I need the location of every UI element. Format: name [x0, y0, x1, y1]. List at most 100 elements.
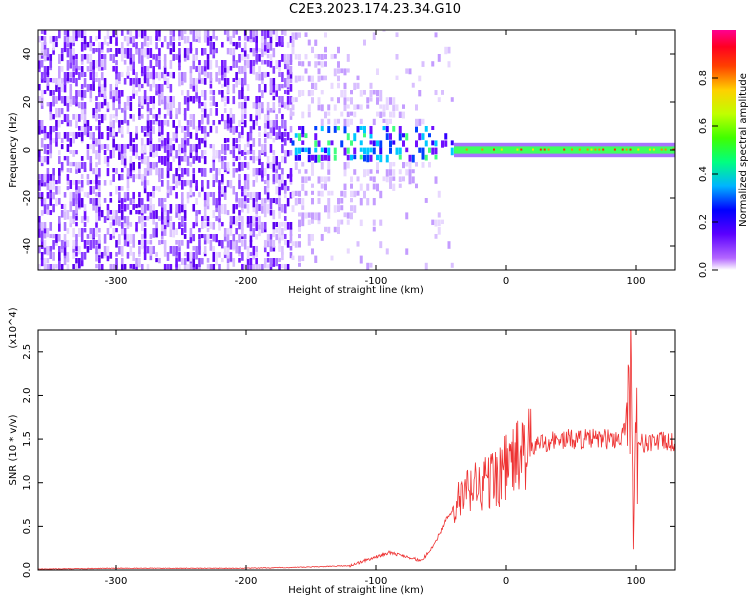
spectrogram-cell: [301, 111, 305, 119]
spectrogram-cell: [291, 111, 295, 116]
spectrogram-cell: [232, 186, 236, 195]
spectrogram-cell: [46, 150, 50, 155]
spectrogram-cell: [72, 48, 75, 56]
spectrogram-cell: [261, 78, 264, 85]
spectrogram-cell: [359, 90, 363, 97]
spectrogram-cell: [272, 66, 276, 74]
spectrogram-cell: [143, 126, 147, 131]
spectrogram-cell: [129, 222, 133, 227]
spectrogram-cell: [183, 138, 187, 145]
spectrogram-cell: [246, 222, 250, 228]
spectrogram-cell: [343, 183, 347, 191]
spectrogram-cell: [263, 150, 267, 157]
spectrogram-cell: [209, 126, 213, 133]
spectrogram-cell: [92, 42, 95, 47]
spectrogram-cell: [118, 192, 121, 201]
spectrogram-cell: [120, 252, 124, 257]
spectrogram-cell: [183, 264, 187, 270]
spectrogram-cell: [209, 102, 213, 107]
spectrogram-cell: [89, 132, 93, 140]
spectrogram-cell: [376, 183, 379, 192]
spectrogram-cell: [80, 90, 84, 98]
spectrogram-cell: [289, 150, 293, 156]
spectrogram-cell: [269, 210, 273, 216]
spectrogram-cell: [63, 192, 67, 198]
spectrogram-cell: [366, 183, 370, 191]
spectrogram-cell: [289, 54, 293, 63]
spectrogram-cell: [92, 60, 95, 70]
spectrogram-cell: [402, 176, 405, 182]
spectrogram-cell: [317, 140, 321, 147]
spectrogram-cell: [258, 72, 261, 81]
spectrogram-cell: [243, 108, 247, 114]
spectrogram-cell: [169, 162, 173, 171]
spectrogram-cell: [43, 90, 47, 95]
spectrogram-cell: [72, 132, 75, 142]
spectrogram-cell: [178, 180, 181, 186]
spectrogram-cell: [58, 66, 61, 73]
spectrogram-cell: [221, 240, 224, 249]
spectrogram-cell: [206, 180, 210, 189]
spectrogram-cell: [146, 246, 150, 254]
spectrogram-cell: [92, 84, 95, 91]
spectrogram-cell: [132, 54, 135, 62]
spectrogram-cell: [46, 102, 50, 107]
spectrogram-cell: [138, 210, 141, 215]
spectrogram-cell: [424, 140, 428, 147]
spectrogram-cell: [198, 258, 201, 268]
spectrogram-cell: [238, 222, 241, 230]
spectrogram-cell: [178, 72, 181, 79]
spectrogram-cell: [221, 66, 224, 75]
spectrogram-cell: [232, 234, 236, 242]
spectrogram-cell: [163, 36, 167, 42]
spectrogram-cell: [149, 192, 153, 197]
spectrogram-cell: [465, 148, 468, 151]
spectrogram-cell: [434, 140, 438, 147]
spectrogram-cell: [327, 126, 331, 134]
spectrogram-cell: [249, 192, 253, 200]
spectrogram-cell: [175, 132, 178, 139]
spectrogram-cell: [281, 264, 284, 269]
spectrogram-cell: [169, 60, 173, 69]
spectrogram-cell: [60, 48, 64, 54]
spectrogram-cell: [58, 252, 61, 261]
spectrogram-cell: [95, 198, 98, 206]
spectrogram-cell: [215, 234, 218, 243]
spectrogram-cell: [146, 48, 150, 55]
spectrogram-cell: [298, 198, 301, 205]
spectrogram-cell: [138, 54, 141, 64]
spectrogram-cell: [106, 162, 110, 167]
spectrogram-cell: [92, 132, 95, 142]
spectrogram-cell: [289, 114, 293, 120]
spectrogram-cell: [178, 120, 181, 128]
spectrogram-cell: [238, 120, 241, 127]
spectrogram-cell: [75, 234, 78, 242]
spectrogram-cell: [337, 61, 340, 68]
spectrogram-cell: [437, 212, 441, 218]
spectrogram-cell: [146, 36, 150, 41]
spectrogram-cell: [307, 176, 311, 181]
spectrogram-cell: [183, 108, 187, 116]
spectrogram-cell: [195, 126, 198, 134]
spectrogram-cell: [272, 222, 276, 230]
spectrogram-cell: [221, 144, 224, 154]
spectrogram-cell: [103, 54, 107, 60]
spectrogram-cell: [246, 150, 250, 155]
spectrogram-cell: [95, 168, 98, 175]
spectrogram-cell: [75, 204, 78, 214]
spectrogram-cell: [135, 90, 138, 96]
spectrogram-cell: [95, 210, 98, 218]
spectrogram-cell: [369, 126, 373, 134]
spectrogram-cell: [289, 96, 293, 105]
spectrogram-cell: [281, 144, 284, 154]
spectrogram-cell: [98, 156, 101, 165]
spectrogram-cell: [229, 216, 233, 226]
spectrogram-cell: [183, 132, 187, 141]
spectrogram-cell: [330, 97, 334, 102]
spectrogram-cell: [129, 54, 133, 64]
spectrogram-cell: [129, 30, 133, 38]
spectrogram-cell: [450, 262, 454, 268]
spectrogram-cell: [291, 46, 295, 55]
spectrogram-cell: [269, 258, 273, 268]
